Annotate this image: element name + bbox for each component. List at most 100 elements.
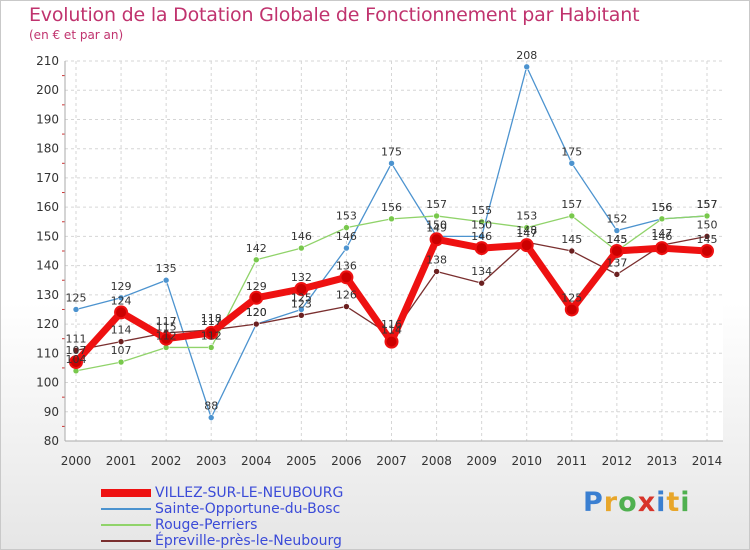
series-3-data-label: 145 bbox=[606, 233, 627, 246]
series-4-data-label: 150 bbox=[697, 218, 718, 231]
series-1-point bbox=[609, 244, 624, 258]
series-4-data-label: 120 bbox=[246, 306, 267, 319]
series-3-data-label: 155 bbox=[471, 204, 492, 217]
series-2-data-label: 175 bbox=[381, 145, 402, 158]
legend-item: Rouge-Perriers bbox=[101, 517, 401, 533]
series-3-data-label: 104 bbox=[66, 353, 87, 366]
series-2-data-label: 175 bbox=[561, 145, 582, 158]
series-1-data-label: 129 bbox=[246, 280, 267, 293]
series-4-point bbox=[72, 347, 80, 354]
series-1-data-label: 136 bbox=[336, 259, 357, 272]
x-tick-label: 2000 bbox=[61, 454, 92, 468]
series-1-point bbox=[339, 270, 354, 285]
series-3-point bbox=[568, 212, 576, 220]
x-tick-label: 2004 bbox=[241, 454, 272, 468]
y-tick-label: 150 bbox=[36, 229, 59, 243]
series-4-data-label: 145 bbox=[561, 233, 582, 246]
series-4-data-label: 123 bbox=[291, 297, 312, 310]
series-4-data-label: 117 bbox=[156, 315, 177, 328]
series-2-point bbox=[343, 244, 350, 252]
series-1-data-label: 145 bbox=[697, 233, 718, 246]
logo-letter: r bbox=[603, 487, 619, 518]
y-tick-label: 130 bbox=[36, 288, 59, 302]
series-1-point bbox=[384, 334, 399, 349]
series-3-point bbox=[298, 244, 305, 252]
chart-title: Evolution de la Dotation Globale de Fonc… bbox=[29, 4, 640, 26]
x-tick-label: 2007 bbox=[376, 454, 407, 468]
series-1-point bbox=[564, 302, 579, 317]
series-3-data-label: 146 bbox=[291, 230, 312, 243]
legend-label: VILLEZ-SUR-LE-NEUBOURG bbox=[155, 485, 344, 501]
y-tick-label: 120 bbox=[36, 317, 59, 331]
series-4-data-label: 134 bbox=[471, 265, 492, 278]
series-3-data-label: 153 bbox=[516, 210, 537, 223]
legend-item: Épreville-près-le-Neubourg bbox=[101, 533, 401, 549]
series-2-point bbox=[207, 414, 215, 421]
legend-swatch bbox=[101, 524, 151, 526]
x-tick-label: 2006 bbox=[331, 454, 362, 468]
series-1-data-label: 124 bbox=[111, 294, 132, 307]
series-4-data-label: 137 bbox=[606, 256, 627, 269]
series-1-point bbox=[654, 241, 669, 256]
series-2-point bbox=[568, 160, 576, 167]
x-tick-label: 2013 bbox=[647, 454, 678, 468]
x-tick-label: 2002 bbox=[151, 454, 182, 468]
x-tick-label: 2014 bbox=[692, 454, 723, 468]
series-3-data-label: 107 bbox=[111, 344, 132, 357]
series-3-data-label: 153 bbox=[336, 210, 357, 223]
series-2-data-label: 120 bbox=[246, 306, 267, 319]
series-4-data-label: 147 bbox=[651, 227, 672, 240]
series-2-data-label: 152 bbox=[606, 213, 627, 226]
proxiti-logo: Proxiti bbox=[583, 487, 691, 518]
series-2-data-label: 150 bbox=[426, 218, 447, 231]
series-1-point bbox=[159, 331, 174, 346]
y-tick-label: 140 bbox=[36, 259, 59, 273]
series-1-point bbox=[69, 355, 83, 370]
series-4-data-label: 118 bbox=[201, 312, 222, 325]
series-2-data-label: 208 bbox=[516, 49, 537, 62]
series-2-point bbox=[388, 160, 395, 167]
logo-letter: x bbox=[637, 487, 657, 518]
series-1-data-label: 125 bbox=[561, 291, 582, 304]
series-4-data-label: 114 bbox=[111, 324, 132, 337]
series-1-point bbox=[114, 305, 129, 320]
series-3-point bbox=[388, 215, 395, 223]
series-3-point bbox=[658, 215, 666, 223]
series-4-point bbox=[252, 320, 260, 328]
x-tick-label: 2010 bbox=[511, 454, 542, 468]
series-3-point bbox=[117, 358, 125, 366]
y-tick-label: 190 bbox=[36, 112, 59, 126]
logo-letter: i bbox=[656, 487, 667, 518]
series-1-point bbox=[294, 282, 309, 296]
y-tick-label: 180 bbox=[36, 142, 59, 156]
series-1-point bbox=[700, 244, 714, 258]
series-2-point bbox=[523, 63, 531, 71]
series-4-point bbox=[298, 312, 305, 319]
x-tick-label: 2001 bbox=[106, 454, 137, 468]
series-3-point bbox=[523, 224, 531, 231]
series-1-point bbox=[204, 325, 219, 340]
series-1-data-label: 146 bbox=[471, 230, 492, 243]
legend-label: Sainte-Opportune-du-Bosc bbox=[155, 501, 341, 517]
x-tick-label: 2008 bbox=[421, 454, 452, 468]
series-2-data-label: 125 bbox=[291, 291, 312, 304]
y-tick-label: 200 bbox=[36, 83, 59, 97]
legend-swatch bbox=[101, 489, 151, 497]
series-3-point bbox=[478, 218, 485, 226]
series-2-data-label: 150 bbox=[471, 218, 492, 231]
legend-label: Épreville-près-le-Neubourg bbox=[155, 533, 342, 549]
series-4-point bbox=[343, 303, 350, 310]
series-2-data-label: 125 bbox=[66, 291, 87, 304]
series-4-point bbox=[568, 247, 576, 255]
series-3-data-label: 156 bbox=[651, 201, 672, 214]
series-4-point bbox=[703, 233, 711, 240]
series-3-point bbox=[207, 344, 215, 351]
series-2-point bbox=[117, 294, 125, 302]
series-1-point bbox=[519, 238, 534, 253]
series-1-data-label: 149 bbox=[426, 221, 447, 234]
y-tick-label: 170 bbox=[36, 171, 59, 185]
series-4-data-label: 138 bbox=[426, 253, 447, 266]
legend-label: Rouge-Perriers bbox=[155, 517, 258, 533]
chart-subtitle: (en € et par an) bbox=[29, 28, 124, 42]
